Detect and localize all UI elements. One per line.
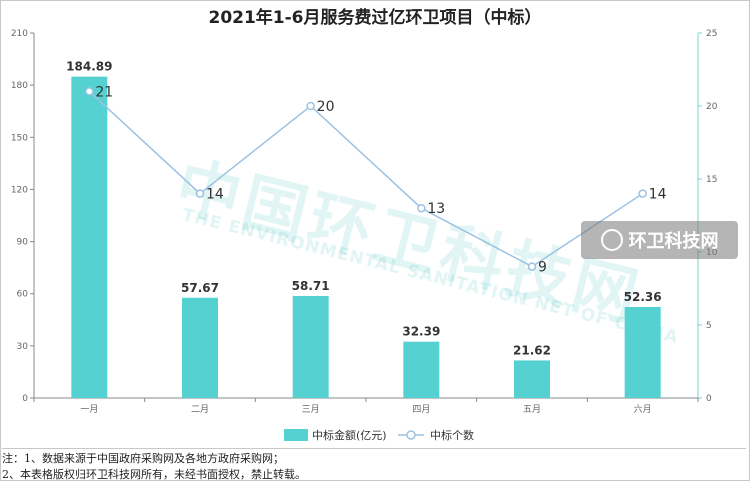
y-left-tick-label: 210 bbox=[11, 29, 28, 39]
note-line-1: 注：1、数据来源于中国政府采购网及各地方政府采购网； bbox=[2, 452, 284, 465]
y-right-tick-label: 25 bbox=[706, 29, 717, 39]
count-point bbox=[417, 203, 426, 213]
y-left-tick-label: 0 bbox=[22, 394, 28, 404]
bar bbox=[71, 76, 108, 399]
logo-icon bbox=[600, 229, 623, 251]
y-right-tick-label: 15 bbox=[706, 175, 717, 185]
bar bbox=[182, 297, 218, 398]
count-label: 14 bbox=[206, 187, 224, 203]
bar-value-label: 21.62 bbox=[513, 343, 551, 357]
note-line-2: 2、本表格版权归环卫科技网所有，未经书面授权，禁止转载。 bbox=[2, 468, 306, 481]
legend-bar-swatch bbox=[284, 429, 308, 441]
y-left-tick-label: 180 bbox=[11, 81, 28, 91]
y-left-tick-label: 90 bbox=[17, 238, 29, 248]
count-point bbox=[306, 101, 315, 111]
y-left-tick-label: 120 bbox=[11, 185, 28, 195]
bar-value-label: 184.89 bbox=[66, 60, 112, 74]
bar-value-label: 32.39 bbox=[402, 325, 440, 339]
count-line bbox=[88, 90, 644, 268]
legend-line-marker bbox=[406, 430, 416, 440]
legend-bar-label: 中标金额(亿元) bbox=[312, 428, 387, 442]
x-tick-label: 三月 bbox=[302, 404, 320, 415]
count-point bbox=[527, 262, 537, 271]
count-point bbox=[638, 189, 647, 198]
count-label: 13 bbox=[427, 201, 445, 217]
count-point bbox=[195, 189, 205, 198]
y-right-tick-label: 20 bbox=[706, 102, 718, 112]
bar bbox=[403, 341, 440, 398]
bar bbox=[514, 360, 550, 398]
chart-title: 2021年1-6月服务费过亿环卫项目（中标） bbox=[208, 8, 542, 28]
watermark-badge: 环卫科技网 bbox=[581, 221, 738, 259]
count-label: 9 bbox=[538, 260, 547, 276]
bar-value-label: 58.71 bbox=[292, 279, 330, 293]
bar bbox=[292, 295, 329, 398]
y-right-tick-label: 5 bbox=[706, 321, 712, 331]
legend-line-label: 中标个数 bbox=[430, 428, 474, 442]
x-tick-label: 四月 bbox=[412, 404, 430, 415]
count-label: 20 bbox=[317, 99, 335, 115]
x-tick-label: 二月 bbox=[191, 404, 209, 415]
bar-value-label: 57.67 bbox=[181, 281, 219, 295]
y-left-tick-label: 30 bbox=[17, 342, 29, 352]
watermark-badge-text: 环卫科技网 bbox=[628, 231, 719, 252]
bar bbox=[624, 306, 661, 398]
y-right-tick-label: 0 bbox=[706, 394, 712, 404]
y-left-tick-label: 150 bbox=[11, 133, 28, 143]
y-left-tick-label: 60 bbox=[17, 290, 29, 300]
count-label: 21 bbox=[95, 84, 113, 100]
count-label: 14 bbox=[649, 187, 667, 203]
x-tick-label: 一月 bbox=[80, 404, 98, 415]
bar-value-label: 52.36 bbox=[624, 290, 662, 304]
count-point bbox=[85, 87, 94, 96]
notes: 注：1、数据来源于中国政府采购网及各地方政府采购网； 2、本表格版权归环卫科技网… bbox=[2, 448, 746, 483]
x-tick-label: 六月 bbox=[634, 403, 652, 415]
x-tick-label: 五月 bbox=[523, 404, 541, 415]
